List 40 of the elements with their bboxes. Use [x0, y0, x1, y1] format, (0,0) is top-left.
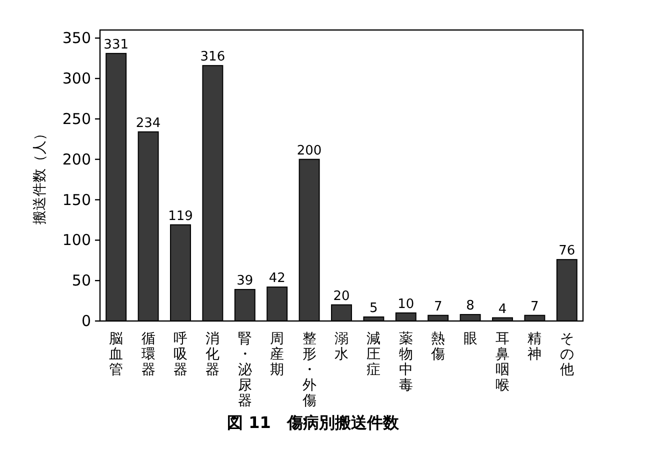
category: 呼吸器	[174, 331, 188, 378]
ytick: 250	[62, 110, 91, 128]
ytick: 0	[81, 312, 91, 330]
ytick: 50	[72, 272, 91, 290]
data-label: 10	[398, 296, 414, 312]
ytick: 100	[62, 231, 91, 250]
category: 熱傷	[431, 331, 446, 362]
category: 消化器	[206, 331, 220, 378]
data-label: 4	[498, 302, 507, 317]
data-label: 119	[168, 208, 193, 224]
category: 溺水	[334, 331, 348, 362]
category: 耳鼻咽喉	[496, 331, 510, 394]
data-label: 7	[434, 299, 442, 314]
ytick: 300	[62, 70, 91, 88]
data-label: 20	[333, 288, 350, 304]
data-label: 8	[466, 298, 474, 314]
ytick: 350	[62, 29, 91, 48]
data-label: 42	[268, 271, 286, 286]
data-label: 76	[558, 244, 576, 259]
data-label: 331	[104, 37, 129, 52]
category: 精神	[528, 331, 542, 362]
category: 整形・外傷	[302, 331, 316, 409]
data-label: 7	[530, 299, 539, 314]
data-label: 39	[236, 273, 254, 288]
title: 図 11 傷病別搬送件数	[227, 413, 399, 432]
category: 減圧症	[366, 331, 381, 378]
ytick: 200	[62, 150, 91, 168]
ylabel: 搬送件数（人）	[32, 126, 48, 224]
category: 腎・泌尿器	[238, 331, 252, 409]
category: 脳血管	[109, 331, 124, 378]
category: 薬物中毒	[398, 331, 413, 394]
category: 循環器	[141, 331, 156, 378]
data-label: 200	[296, 143, 322, 158]
ytick: 150	[62, 190, 91, 209]
category: 周産期	[270, 331, 284, 378]
category: その他	[560, 331, 574, 378]
data-label: 5	[370, 300, 378, 316]
category: 眼	[463, 331, 478, 347]
data-label: 316	[200, 50, 226, 65]
data-label: 234	[136, 116, 161, 131]
